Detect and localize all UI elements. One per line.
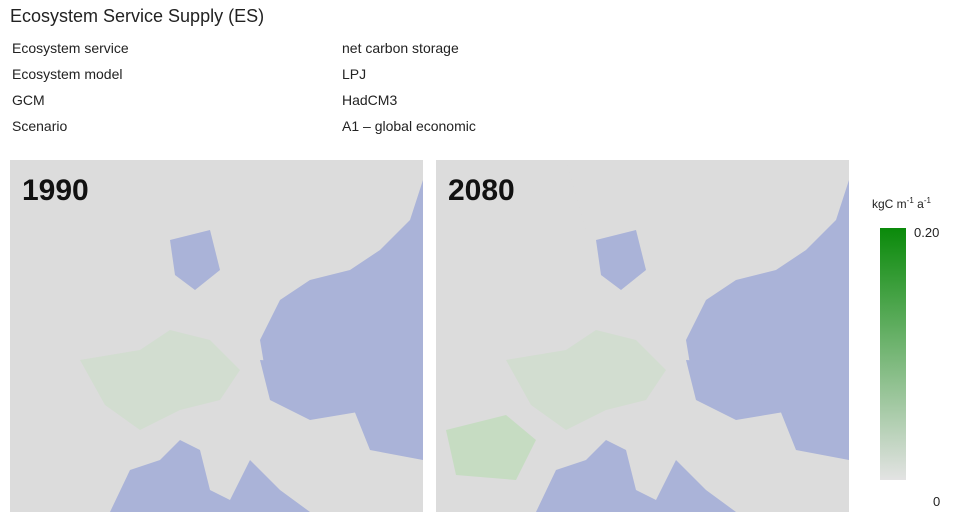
map-year: 1990	[22, 174, 89, 207]
info-value: LPJ	[342, 66, 367, 82]
legend-max: 0.20	[914, 225, 940, 240]
unit-sup: -1	[923, 196, 931, 205]
info-row: Ecosystem service net carbon storage	[12, 40, 459, 56]
map-region	[446, 415, 536, 480]
info-label: Ecosystem model	[12, 66, 123, 82]
map-panel: 1990	[10, 160, 423, 512]
unit-part: a	[913, 197, 924, 211]
unit-sup: -1	[906, 196, 914, 205]
title: Ecosystem Service Supply (ES)	[10, 6, 265, 26]
legend-unit: kgC m-1 a-1	[872, 196, 931, 211]
map	[10, 160, 423, 512]
info-value: A1 – global economic	[342, 118, 476, 134]
info-value: HadCM3	[342, 92, 398, 108]
info-label: Ecosystem service	[12, 40, 129, 56]
legend-colorbar	[880, 228, 906, 480]
info-label: Scenario	[12, 118, 68, 134]
map-panel: 2080	[436, 160, 849, 512]
info-row: Scenario A1 – global economic	[12, 118, 476, 134]
unit-part: kgC m	[872, 197, 907, 211]
legend-min: 0	[933, 494, 941, 509]
map-year: 2080	[448, 174, 515, 207]
info-row: Ecosystem model LPJ	[12, 66, 366, 82]
info-value: net carbon storage	[342, 40, 459, 56]
info-row: GCM HadCM3	[12, 92, 397, 108]
info-label: GCM	[12, 92, 45, 108]
